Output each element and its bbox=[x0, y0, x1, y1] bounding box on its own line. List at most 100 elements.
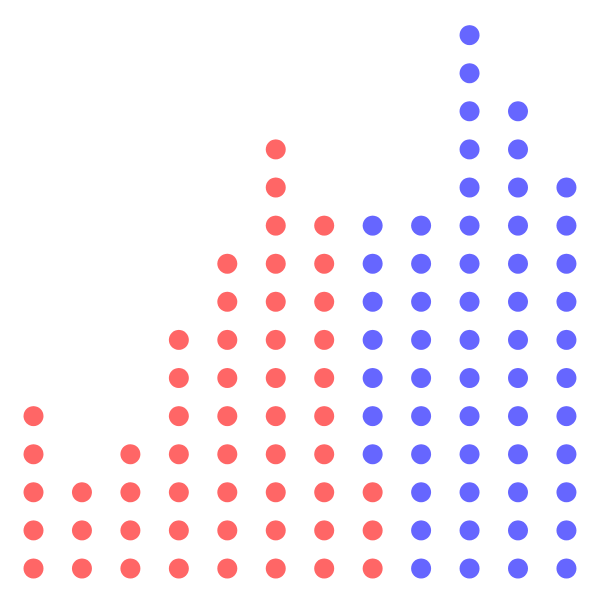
blue-dot-col-9-row-8 bbox=[411, 291, 432, 312]
blue-dot-col-9-row-5 bbox=[411, 406, 432, 427]
red-dot-col-4-row-2 bbox=[168, 520, 189, 541]
red-dot-col-4-row-7 bbox=[168, 329, 189, 350]
red-dot-col-5-row-2 bbox=[217, 520, 238, 541]
blue-dot-col-8-row-9 bbox=[362, 253, 383, 274]
blue-dot-col-9-row-7 bbox=[411, 329, 432, 350]
red-dot-col-1-row-2 bbox=[23, 520, 44, 541]
red-dot-col-4-row-1 bbox=[168, 558, 189, 579]
blue-dot-col-12-row-5 bbox=[556, 406, 577, 427]
blue-dot-col-12-row-9 bbox=[556, 253, 577, 274]
red-dot-col-7-row-3 bbox=[314, 482, 335, 503]
red-dot-col-6-row-2 bbox=[265, 520, 286, 541]
blue-dot-col-12-row-10 bbox=[556, 215, 577, 236]
blue-dot-col-9-row-6 bbox=[411, 368, 432, 388]
red-dot-col-2-row-1 bbox=[71, 558, 92, 579]
blue-dot-col-11-row-8 bbox=[508, 291, 528, 312]
red-dot-col-8-row-1 bbox=[362, 558, 383, 579]
red-dot-col-8-row-3 bbox=[362, 482, 383, 503]
red-dot-col-6-row-4 bbox=[265, 444, 286, 465]
red-dot-col-7-row-7 bbox=[314, 329, 335, 350]
blue-dot-col-8-row-10 bbox=[362, 215, 383, 236]
blue-dot-col-9-row-4 bbox=[411, 444, 432, 465]
red-dot-col-2-row-3 bbox=[71, 482, 92, 503]
red-dot-col-5-row-8 bbox=[217, 291, 238, 312]
dots-layer bbox=[23, 25, 577, 579]
red-dot-col-6-row-7 bbox=[265, 329, 286, 350]
red-dot-col-5-row-7 bbox=[217, 329, 238, 350]
red-dot-col-6-row-12 bbox=[265, 139, 286, 160]
red-dot-col-7-row-2 bbox=[314, 520, 335, 541]
red-dot-col-6-row-9 bbox=[265, 253, 286, 274]
blue-dot-col-12-row-8 bbox=[556, 291, 577, 312]
blue-dot-col-11-row-5 bbox=[508, 406, 528, 427]
blue-dot-col-10-row-3 bbox=[459, 482, 480, 503]
blue-dot-col-10-row-2 bbox=[459, 520, 480, 541]
red-dot-col-6-row-8 bbox=[265, 291, 286, 312]
blue-dot-col-10-row-15 bbox=[459, 25, 480, 46]
red-dot-col-1-row-1 bbox=[23, 558, 44, 579]
blue-dot-col-8-row-4 bbox=[362, 444, 383, 465]
blue-dot-col-12-row-2 bbox=[556, 520, 577, 541]
red-dot-col-1-row-3 bbox=[23, 482, 44, 503]
blue-dot-col-8-row-7 bbox=[362, 329, 383, 350]
blue-dot-col-10-row-9 bbox=[459, 253, 480, 274]
blue-dot-col-12-row-7 bbox=[556, 329, 577, 350]
red-dot-col-6-row-10 bbox=[265, 215, 286, 236]
blue-dot-col-11-row-4 bbox=[508, 444, 528, 465]
red-dot-col-7-row-10 bbox=[314, 215, 335, 236]
blue-dot-col-11-row-7 bbox=[508, 329, 528, 350]
blue-dot-col-10-row-11 bbox=[459, 177, 480, 198]
red-dot-col-6-row-11 bbox=[265, 177, 286, 198]
blue-dot-col-11-row-10 bbox=[508, 215, 528, 236]
red-dot-col-4-row-4 bbox=[168, 444, 189, 465]
red-dot-col-6-row-3 bbox=[265, 482, 286, 503]
blue-dot-col-8-row-8 bbox=[362, 291, 383, 312]
red-dot-col-5-row-4 bbox=[217, 444, 238, 465]
blue-dot-col-10-row-12 bbox=[459, 139, 480, 160]
blue-dot-col-10-row-13 bbox=[459, 101, 480, 122]
red-dot-col-3-row-4 bbox=[120, 444, 141, 465]
red-dot-col-6-row-1 bbox=[265, 558, 286, 579]
blue-dot-col-10-row-6 bbox=[459, 368, 480, 388]
blue-dot-col-9-row-2 bbox=[411, 520, 432, 541]
blue-dot-col-10-row-4 bbox=[459, 444, 480, 465]
red-dot-col-5-row-6 bbox=[217, 368, 238, 388]
red-dot-col-1-row-4 bbox=[23, 444, 44, 465]
red-dot-col-3-row-3 bbox=[120, 482, 141, 503]
blue-dot-col-9-row-1 bbox=[411, 558, 432, 579]
red-dot-col-8-row-2 bbox=[362, 520, 383, 541]
blue-dot-col-10-row-1 bbox=[459, 558, 480, 579]
blue-dot-col-11-row-11 bbox=[508, 177, 528, 198]
blue-dot-col-11-row-3 bbox=[508, 482, 528, 503]
blue-dot-col-11-row-2 bbox=[508, 520, 528, 541]
red-dot-col-3-row-1 bbox=[120, 558, 141, 579]
red-dot-col-5-row-9 bbox=[217, 253, 238, 274]
red-dot-col-4-row-6 bbox=[168, 368, 189, 388]
red-dot-col-7-row-4 bbox=[314, 444, 335, 465]
red-dot-col-5-row-1 bbox=[217, 558, 238, 579]
blue-dot-col-10-row-7 bbox=[459, 329, 480, 350]
blue-dot-col-10-row-14 bbox=[459, 63, 480, 84]
blue-dot-col-8-row-5 bbox=[362, 406, 383, 427]
blue-dot-col-11-row-12 bbox=[508, 139, 528, 160]
blue-dot-col-12-row-1 bbox=[556, 558, 577, 579]
red-dot-col-3-row-2 bbox=[120, 520, 141, 541]
red-dot-col-7-row-6 bbox=[314, 368, 335, 388]
blue-dot-col-11-row-13 bbox=[508, 101, 528, 122]
red-dot-col-2-row-2 bbox=[71, 520, 92, 541]
red-dot-col-4-row-3 bbox=[168, 482, 189, 503]
red-dot-col-7-row-8 bbox=[314, 291, 335, 312]
red-dot-col-6-row-6 bbox=[265, 368, 286, 388]
blue-dot-col-12-row-3 bbox=[556, 482, 577, 503]
red-dot-col-1-row-5 bbox=[23, 406, 44, 427]
red-dot-col-5-row-5 bbox=[217, 406, 238, 427]
blue-dot-col-12-row-11 bbox=[556, 177, 577, 198]
red-dot-col-6-row-5 bbox=[265, 406, 286, 427]
blue-dot-col-10-row-5 bbox=[459, 406, 480, 427]
blue-dot-col-11-row-1 bbox=[508, 558, 528, 579]
blue-dot-col-12-row-6 bbox=[556, 368, 577, 388]
blue-dot-col-11-row-6 bbox=[508, 368, 528, 388]
blue-dot-col-9-row-3 bbox=[411, 482, 432, 503]
blue-dot-col-8-row-6 bbox=[362, 368, 383, 388]
